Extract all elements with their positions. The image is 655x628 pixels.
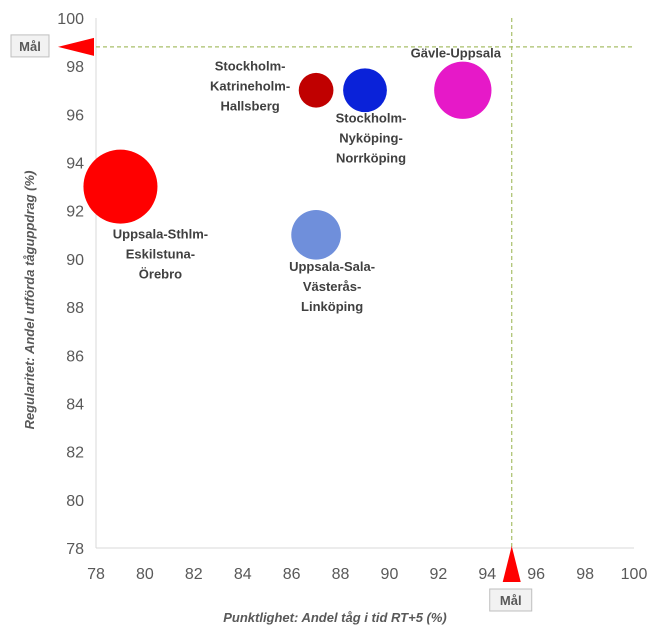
x-tick-label: 98 [576, 566, 594, 583]
y-tick-label: 80 [66, 493, 84, 510]
bubble-label: Gävle-Uppsala [411, 45, 502, 60]
x-goal-arrow [502, 546, 521, 582]
bubble-labels: Uppsala-Sthlm-Eskilstuna-Örebro Stockholm… [113, 45, 502, 314]
x-axis-ticks: 78 80 82 84 86 88 90 92 94 96 98 100 [87, 566, 647, 583]
x-goal-box [489, 588, 533, 612]
bubble-point [83, 149, 158, 224]
bubbles [83, 61, 492, 260]
y-tick-label: 100 [57, 11, 84, 28]
y-axis-title: Regularitet: Andel utförda tåguppdrag (%… [22, 171, 37, 430]
y-tick-label: 90 [66, 252, 84, 269]
bubble-point [434, 61, 492, 119]
y-tick-label: 82 [66, 445, 84, 462]
bubble-label: Stockholm-Katrineholm-Hallsberg [210, 58, 290, 113]
x-tick-label: 86 [283, 566, 301, 583]
x-tick-label: 100 [621, 566, 648, 583]
x-tick-label: 80 [136, 566, 154, 583]
y-goal-label: Mål [19, 39, 41, 54]
bubble-point [291, 209, 341, 260]
x-tick-label: 92 [429, 566, 447, 583]
bubble-label: Uppsala-Sala-Västerås-Linköping [289, 259, 375, 314]
bubble-point [298, 72, 334, 108]
y-tick-label: 86 [66, 348, 84, 365]
x-tick-label: 90 [381, 566, 399, 583]
y-tick-label: 78 [66, 541, 84, 558]
bubble-label: Uppsala-Sthlm-Eskilstuna-Örebro [113, 227, 208, 282]
y-tick-label: 88 [66, 300, 84, 317]
x-tick-label: 78 [87, 566, 105, 583]
y-goal-box [10, 34, 50, 58]
x-tick-label: 94 [478, 566, 496, 583]
x-tick-label: 82 [185, 566, 203, 583]
y-axis-ticks: 78 80 82 84 86 88 90 92 94 96 98 100 [57, 11, 84, 558]
x-tick-label: 84 [234, 566, 252, 583]
x-tick-label: 96 [527, 566, 545, 583]
target-lines [96, 18, 634, 548]
goal-markers: Mål Mål [10, 34, 533, 612]
y-tick-label: 94 [66, 156, 84, 173]
x-axis-title: Punktlighet: Andel tåg i tid RT+5 (%) [223, 610, 447, 625]
y-tick-label: 98 [66, 59, 84, 76]
y-tick-label: 92 [66, 204, 84, 221]
y-tick-label: 96 [66, 107, 84, 124]
x-goal-label: Mål [500, 593, 522, 608]
axes [95, 18, 634, 549]
y-goal-arrow [58, 37, 94, 56]
x-tick-label: 88 [332, 566, 350, 583]
y-tick-label: 84 [66, 396, 84, 413]
bubble-point [343, 68, 387, 113]
bubble-label: Stockholm-Nyköping-Norrköping [336, 110, 407, 165]
